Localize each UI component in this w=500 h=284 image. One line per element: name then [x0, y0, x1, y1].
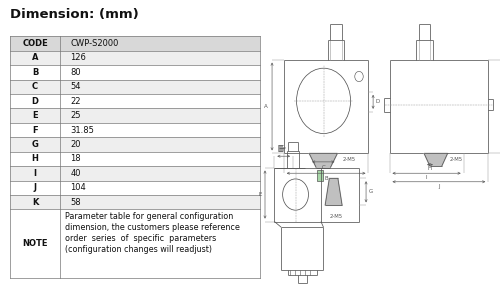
Bar — [10, 123, 60, 137]
Bar — [60, 137, 260, 152]
Bar — [10, 166, 60, 181]
Text: 2-M5: 2-M5 — [343, 156, 356, 162]
Text: G: G — [368, 189, 373, 194]
Text: F: F — [32, 126, 38, 135]
Bar — [316, 170, 322, 181]
Text: G: G — [32, 140, 38, 149]
Bar — [60, 108, 260, 123]
Text: J: J — [438, 183, 440, 189]
Text: Parameter table for general configuration
dimension, the customers please refere: Parameter table for general configuratio… — [66, 212, 240, 254]
Text: 2-M5: 2-M5 — [450, 156, 463, 162]
Polygon shape — [309, 153, 338, 168]
Bar — [10, 36, 60, 51]
Text: B: B — [32, 68, 38, 77]
Text: 2-M5: 2-M5 — [329, 214, 342, 219]
Polygon shape — [424, 153, 448, 166]
Text: H: H — [428, 166, 432, 172]
Text: D: D — [376, 99, 380, 104]
Text: 80: 80 — [70, 68, 81, 77]
Bar — [60, 123, 260, 137]
Bar — [60, 166, 260, 181]
Text: 40: 40 — [70, 169, 81, 178]
Text: 20: 20 — [70, 140, 81, 149]
Bar — [10, 209, 60, 278]
Bar — [60, 36, 260, 51]
Text: K: K — [32, 198, 38, 207]
Text: 22: 22 — [70, 97, 81, 106]
Bar — [10, 137, 60, 152]
Text: NOTE: NOTE — [22, 239, 48, 248]
Text: 54: 54 — [70, 82, 81, 91]
Text: E: E — [258, 192, 262, 197]
Bar — [60, 152, 260, 166]
Bar — [10, 152, 60, 166]
Text: 104: 104 — [70, 183, 86, 192]
Bar — [10, 181, 60, 195]
Bar — [60, 80, 260, 94]
Text: C: C — [322, 165, 325, 170]
Text: Dimension: (mm): Dimension: (mm) — [10, 9, 139, 21]
Bar — [60, 181, 260, 195]
Polygon shape — [325, 178, 342, 205]
Bar — [60, 94, 260, 108]
Text: C: C — [32, 82, 38, 91]
Text: 58: 58 — [70, 198, 81, 207]
Text: I: I — [34, 169, 36, 178]
Text: D: D — [32, 97, 38, 106]
Text: B: B — [324, 176, 328, 181]
Bar — [60, 195, 260, 209]
Text: F: F — [282, 147, 286, 152]
Text: 18: 18 — [70, 154, 81, 163]
Text: H: H — [32, 154, 38, 163]
Text: A: A — [32, 53, 38, 62]
Text: 25: 25 — [70, 111, 81, 120]
Bar — [10, 51, 60, 65]
Text: A: A — [264, 104, 268, 109]
Bar — [60, 65, 260, 80]
Text: E: E — [32, 111, 38, 120]
Text: 31.85: 31.85 — [70, 126, 94, 135]
Text: CWP-S2000: CWP-S2000 — [70, 39, 119, 48]
Text: CODE: CODE — [22, 39, 48, 48]
Bar — [60, 51, 260, 65]
Text: J: J — [34, 183, 36, 192]
Bar — [60, 209, 260, 278]
Text: 126: 126 — [70, 53, 86, 62]
Bar — [10, 195, 60, 209]
Bar — [10, 94, 60, 108]
Bar — [10, 80, 60, 94]
Bar — [10, 108, 60, 123]
Text: I: I — [426, 175, 428, 180]
Bar — [10, 65, 60, 80]
